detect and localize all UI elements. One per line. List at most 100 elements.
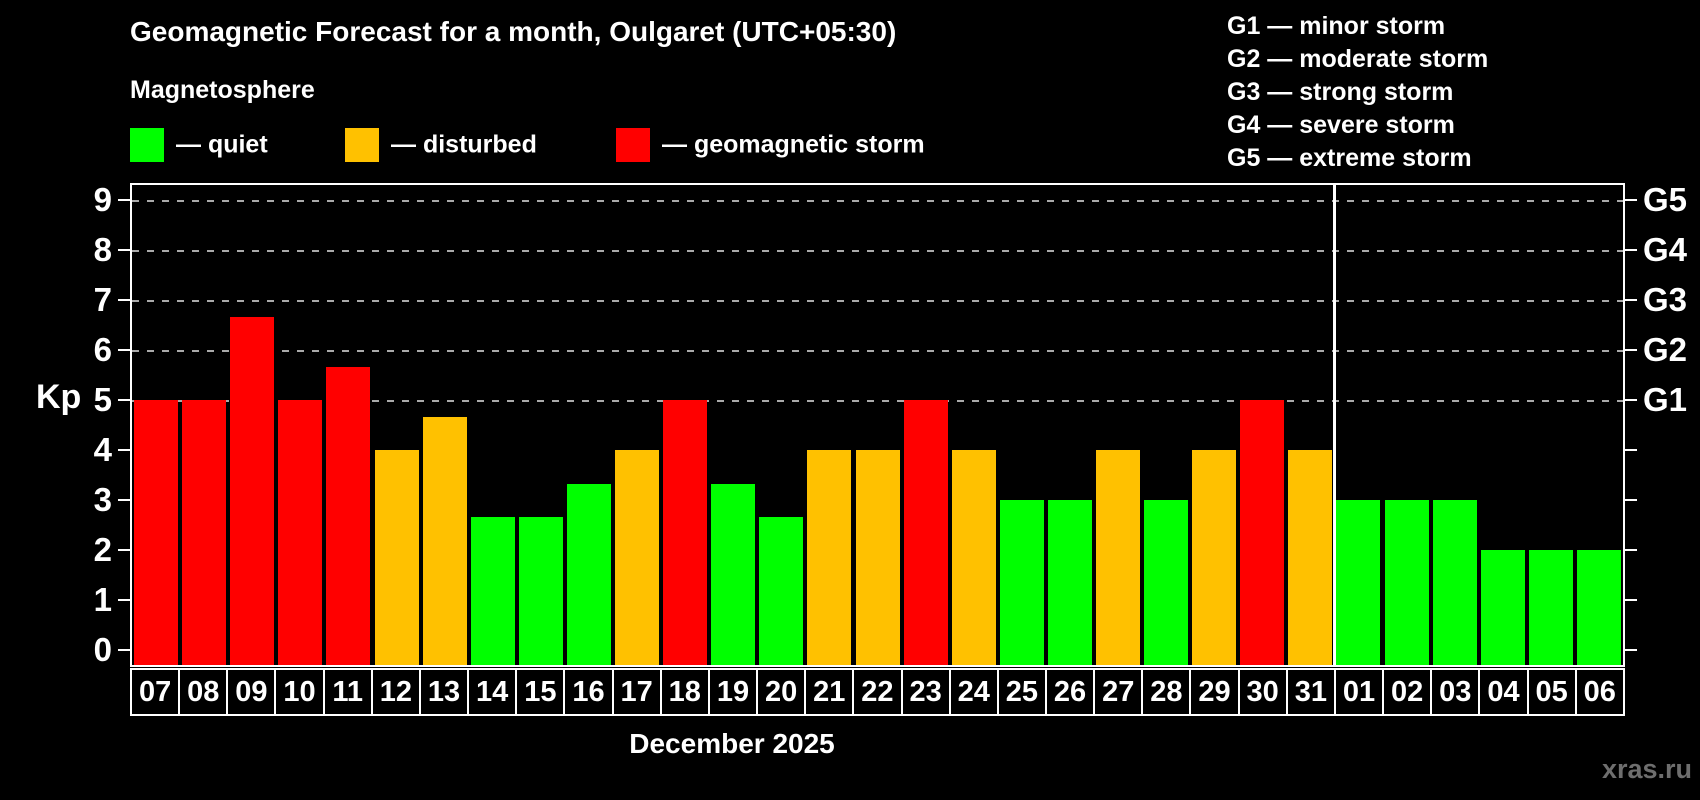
gridline-kp-8	[132, 250, 1623, 252]
kp-bar-day-20	[759, 516, 804, 665]
kp-bar-day-06	[1576, 550, 1621, 665]
left-tick-kp-7	[118, 299, 130, 301]
right-tick-kp-5	[1625, 399, 1637, 401]
g-legend-line-4: G4 — severe storm	[1227, 111, 1455, 139]
kp-bar-day-22	[855, 450, 900, 665]
kp-bar-day-18	[663, 400, 708, 665]
g-legend-line-5: G5 — extreme storm	[1227, 144, 1472, 172]
day-label-16: 16	[563, 668, 614, 716]
quiet-color-swatch	[130, 128, 164, 162]
day-label-19: 19	[707, 668, 759, 716]
left-tick-kp-2	[118, 549, 130, 551]
gridline-kp-7	[132, 300, 1623, 302]
kp-bar-day-23	[903, 400, 948, 665]
kp-bar-day-04	[1480, 550, 1525, 665]
day-label-21: 21	[804, 668, 855, 716]
quiet-legend-label: — quiet	[176, 130, 268, 159]
kp-bar-day-17	[615, 450, 660, 665]
left-tick-kp-6	[118, 349, 130, 351]
g-level-label-g1: G1	[1643, 381, 1688, 418]
day-label-25: 25	[996, 668, 1047, 716]
right-tick-kp-1	[1625, 599, 1637, 601]
day-label-15: 15	[515, 668, 566, 716]
day-label-18: 18	[659, 668, 710, 716]
disturbed-legend-label: — disturbed	[391, 130, 537, 159]
y-tick-label-3: 3	[93, 481, 112, 518]
gridline-kp-6	[132, 350, 1623, 352]
right-tick-kp-4	[1625, 449, 1637, 451]
y-tick-label-4: 4	[93, 431, 112, 468]
day-label-17: 17	[611, 668, 662, 716]
day-label-11: 11	[322, 668, 373, 716]
day-label-08: 08	[178, 668, 229, 716]
kp-bar-day-11	[326, 366, 371, 665]
g-scale-legend: G1 — minor storm G2 — moderate storm G3 — …	[1227, 10, 1488, 175]
day-label-27: 27	[1093, 668, 1144, 716]
day-label-22: 22	[852, 668, 903, 716]
geomagnetic-storm-legend-label: — geomagnetic storm	[662, 130, 925, 159]
kp-bar-day-14	[470, 516, 515, 665]
disturbed-color-swatch	[345, 128, 379, 162]
day-label-03: 03	[1430, 668, 1481, 716]
g-legend-line-2: G2 — moderate storm	[1227, 45, 1489, 73]
y-axis-title: Kp	[36, 378, 82, 416]
kp-bar-day-10	[278, 400, 323, 665]
month-separator-line	[1332, 185, 1336, 665]
kp-bar-day-15	[518, 516, 563, 665]
day-label-28: 28	[1141, 668, 1192, 716]
day-label-05: 05	[1526, 668, 1577, 716]
day-label-13: 13	[418, 668, 470, 716]
kp-bar-day-01	[1336, 500, 1381, 665]
y-tick-label-1: 1	[93, 581, 112, 618]
day-label-26: 26	[1044, 668, 1096, 716]
day-label-23: 23	[900, 668, 951, 716]
chart-title: Geomagnetic Forecast for a month, Oulgar…	[130, 16, 897, 47]
right-tick-kp-8	[1625, 249, 1637, 251]
day-label-07: 07	[130, 668, 181, 716]
kp-bar-day-24	[951, 450, 996, 665]
x-axis-title: December 2025	[629, 728, 835, 759]
left-tick-kp-8	[118, 249, 130, 251]
right-tick-kp-9	[1625, 199, 1637, 201]
geomagnetic-storm-color-swatch	[616, 128, 650, 162]
day-label-20: 20	[756, 668, 807, 716]
kp-bar-day-03	[1432, 500, 1477, 665]
kp-bar-day-25	[999, 500, 1044, 665]
kp-bar-day-28	[1144, 500, 1189, 665]
left-tick-kp-0	[118, 649, 130, 651]
left-tick-kp-9	[118, 199, 130, 201]
left-tick-kp-5	[118, 399, 130, 401]
day-label-31: 31	[1285, 668, 1336, 716]
day-label-29: 29	[1189, 668, 1240, 716]
y-tick-label-2: 2	[93, 531, 112, 568]
left-tick-kp-1	[118, 599, 130, 601]
kp-bar-day-26	[1047, 500, 1092, 665]
kp-bar-day-02	[1384, 500, 1429, 665]
right-tick-kp-3	[1625, 499, 1637, 501]
y-tick-label-5: 5	[93, 381, 112, 418]
gridline-kp-9	[132, 200, 1623, 202]
kp-bar-day-21	[807, 450, 852, 665]
x-axis-day-labels: 07 08 09 10 11 12 13 14 15 16 17 18 19 20 21 22 23 24 25 26…	[130, 668, 1625, 716]
kp-bar-day-09	[230, 316, 275, 665]
g-level-label-g3: G3	[1643, 281, 1688, 318]
gridline-kp-5	[132, 400, 1623, 402]
right-tick-kp-6	[1625, 349, 1637, 351]
day-label-30: 30	[1237, 668, 1288, 716]
day-label-09: 09	[226, 668, 277, 716]
g-legend-line-1: G1 — minor storm	[1227, 12, 1446, 40]
day-label-04: 04	[1478, 668, 1529, 716]
y-tick-label-8: 8	[93, 231, 112, 268]
day-label-12: 12	[370, 668, 421, 716]
g-level-label-g5: G5	[1643, 181, 1688, 218]
right-tick-kp-2	[1625, 549, 1637, 551]
y-tick-label-6: 6	[93, 331, 112, 368]
kp-bar-day-12	[374, 450, 419, 665]
kp-bar-day-27	[1095, 450, 1140, 665]
day-label-06: 06	[1574, 668, 1625, 716]
kp-bar-day-30	[1240, 400, 1285, 665]
right-tick-kp-0	[1625, 649, 1637, 651]
kp-bar-day-31	[1288, 450, 1333, 665]
g-legend-line-3: G3 — strong storm	[1227, 78, 1454, 106]
